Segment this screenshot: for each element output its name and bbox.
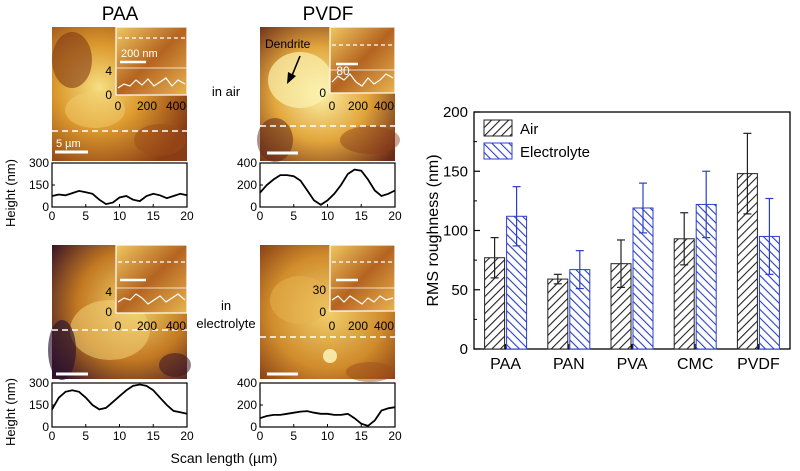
profile-plot: 0 5 10 15 20 0 150 300 xyxy=(29,376,194,443)
inset-xtick: 200 xyxy=(137,99,157,113)
inset-xtick: 200 xyxy=(348,319,368,333)
x-tick-label: 10 xyxy=(113,429,127,443)
dendrite-label: Dendrite xyxy=(265,37,311,51)
x-tick-label: 20 xyxy=(180,209,194,223)
y-tick-label: 400 xyxy=(237,156,257,170)
profile-xlabel: Scan length (µm) xyxy=(171,450,278,466)
legend-swatch-electrolyte xyxy=(483,142,513,160)
x-tick-label: 20 xyxy=(180,429,194,443)
y-tick-label: 100 xyxy=(443,223,468,240)
x-tick-label: 15 xyxy=(147,209,161,223)
x-tick-label: 5 xyxy=(82,209,89,223)
x-tick-label: 5 xyxy=(82,429,89,443)
x-tick-label: CMC xyxy=(677,356,713,373)
profile-plot: 0 5 10 15 20 0 150 300 xyxy=(29,156,194,223)
inset-ytick-zero: 0 xyxy=(319,305,326,319)
inset-xtick: 400 xyxy=(374,319,394,333)
x-tick-label: 5 xyxy=(290,209,297,223)
y-tick-label: 150 xyxy=(29,398,49,412)
profile-line-trace xyxy=(51,383,188,415)
inset-xtick: 0 xyxy=(115,319,122,333)
inset-xtick: 200 xyxy=(137,319,157,333)
col-title-pvdf: PVDF xyxy=(303,4,354,25)
inset-ytick-zero: 0 xyxy=(319,86,326,100)
inset-ytick: 80 xyxy=(336,64,350,78)
x-tick-label: PAN xyxy=(553,356,585,373)
y-tick-label: 50 xyxy=(451,282,468,299)
y-tick-label: 150 xyxy=(29,178,49,192)
row-label-electrolyte-1: in xyxy=(221,298,231,313)
profile-line-trace xyxy=(259,406,396,427)
profile-ylabel-bottom: Height (nm) xyxy=(3,378,18,446)
inset-xtick: 400 xyxy=(166,99,186,113)
dendrite-arrowhead xyxy=(287,72,296,84)
afm-image-pvdf-air xyxy=(257,26,400,162)
x-tick-label: 15 xyxy=(355,209,369,223)
bar-chart: 0 50 100 150 200 RMS roughness (nm) PAA PAN PVA C… xyxy=(425,104,791,373)
inset-xtick: 0 xyxy=(115,99,122,113)
x-tick-label: 10 xyxy=(321,429,335,443)
row-label-electrolyte-2: electrolyte xyxy=(196,316,255,331)
x-tick-label: 15 xyxy=(147,429,161,443)
row-label-air: in air xyxy=(212,84,241,99)
x-tick-label: 0 xyxy=(257,429,264,443)
inset-xtick: 200 xyxy=(348,99,368,113)
y-tick-label: 200 xyxy=(237,178,257,192)
inset-ytick: 4 xyxy=(105,64,112,78)
scale-label: 5 µm xyxy=(56,138,81,150)
inset-ytick-zero: 0 xyxy=(105,305,112,319)
x-tick-label: 10 xyxy=(113,209,127,223)
profile-line-trace xyxy=(259,168,396,206)
y-tick-label: 400 xyxy=(237,376,257,390)
x-tick-label: 10 xyxy=(321,209,335,223)
y-tick-label: 0 xyxy=(42,200,49,214)
y-tick-label: 0 xyxy=(250,200,257,214)
x-tick-label: PVDF xyxy=(737,356,780,373)
y-tick-label: 0 xyxy=(42,420,49,434)
inset-ytick-zero: 0 xyxy=(105,88,112,102)
y-tick-label: 300 xyxy=(29,156,49,170)
afm-image-paa-electrolyte xyxy=(48,244,191,380)
inset-xtick: 0 xyxy=(329,99,336,113)
x-tick-label: PAA xyxy=(490,356,521,373)
x-tick-label: 0 xyxy=(49,429,56,443)
x-tick-label: 0 xyxy=(257,209,264,223)
y-tick-label: 0 xyxy=(460,341,468,358)
afm-image-pvdf-electrolyte xyxy=(260,244,396,382)
legend: Air Electrolyte xyxy=(483,119,590,161)
y-tick-label: 150 xyxy=(443,163,468,180)
profile-frame xyxy=(51,162,188,208)
profile-line-trace xyxy=(51,189,188,206)
col-title-paa: PAA xyxy=(102,4,139,25)
y-tick-label: 200 xyxy=(237,398,257,412)
legend-label-electrolyte: Electrolyte xyxy=(520,144,590,161)
x-tick-label: 20 xyxy=(388,209,402,223)
y-axis-label: RMS roughness (nm) xyxy=(425,154,442,306)
x-tick-label: 0 xyxy=(49,209,56,223)
x-tick-label: 20 xyxy=(388,429,402,443)
afm-image-paa-air: 5 µm 200 nm xyxy=(52,26,188,161)
x-tick-label: 15 xyxy=(355,429,369,443)
y-tick-label: 300 xyxy=(29,376,49,390)
bar-air-pan xyxy=(547,278,569,350)
inset-xtick: 400 xyxy=(374,99,394,113)
x-tick-label: PVA xyxy=(617,356,648,373)
legend-swatch-air xyxy=(483,119,513,137)
legend-label-air: Air xyxy=(520,121,538,138)
inset-xtick: 400 xyxy=(166,319,186,333)
inset-xtick: 0 xyxy=(329,319,336,333)
profile-ylabel-top: Height (nm) xyxy=(3,159,18,227)
inset-scale-label: 200 nm xyxy=(121,48,158,60)
x-tick-label: 5 xyxy=(290,429,297,443)
y-tick-label: 0 xyxy=(250,420,257,434)
y-tick-label: 200 xyxy=(443,104,468,121)
inset-ytick: 30 xyxy=(313,283,327,297)
inset-ytick: 4 xyxy=(105,285,112,299)
